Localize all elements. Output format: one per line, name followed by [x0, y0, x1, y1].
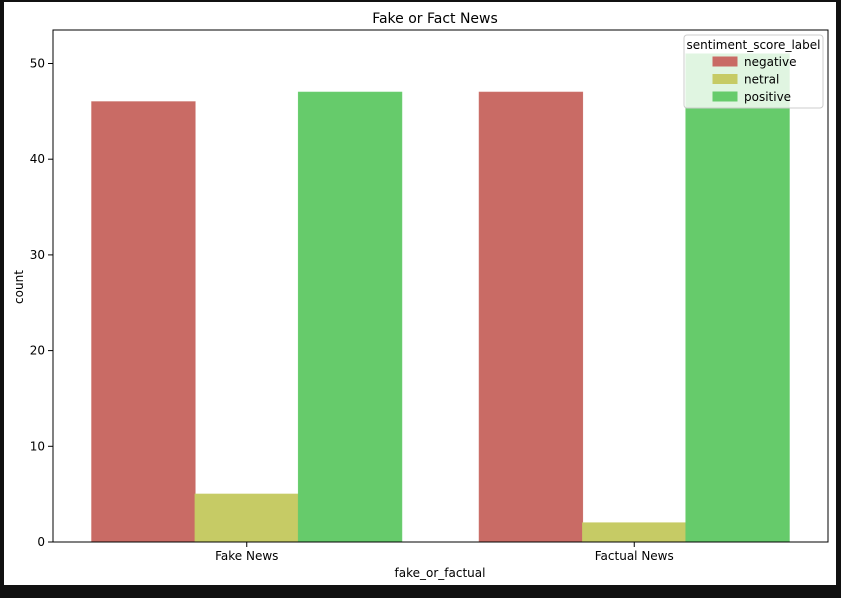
legend-box [683, 34, 824, 109]
x-tick-label: Fake News [215, 549, 278, 563]
y-tick-label: 20 [30, 344, 45, 358]
plot-border [52, 29, 829, 543]
legend-swatch-positive [712, 91, 738, 102]
y-tick-label: 0 [37, 535, 45, 549]
chart-title: Fake or Fact News [372, 11, 498, 27]
y-tick-label: 40 [30, 152, 45, 166]
legend: sentiment_score_label negative netral posi… [683, 34, 824, 109]
legend-label-positive: positive [744, 90, 791, 104]
x-axis: Fake News Factual News [215, 542, 674, 563]
bar-negative-1 [91, 101, 196, 543]
y-tick-label: 10 [30, 439, 45, 453]
bar-netral-2 [582, 522, 687, 543]
y-tick-label: 50 [30, 56, 45, 70]
bar-netral-1 [194, 493, 299, 543]
y-axis: 0 10 20 30 40 50 [30, 56, 53, 549]
legend-swatch-netral [712, 74, 738, 84]
bars-layer [91, 53, 790, 543]
x-tick-label: Factual News [595, 549, 674, 563]
legend-label-netral: netral [744, 73, 779, 87]
x-axis-label: fake_or_factual [395, 566, 486, 580]
legend-label-negative: negative [744, 55, 796, 69]
legend-swatch-negative [712, 56, 738, 67]
chart-figure: Fake or Fact News 0 10 20 30 40 50 Fake News F… [4, 2, 836, 585]
bar-negative-2 [478, 91, 584, 543]
bar-positive-1 [297, 91, 403, 543]
bar-positive-2 [685, 53, 790, 543]
y-tick-label: 30 [30, 248, 45, 262]
y-axis-label: count [12, 270, 26, 304]
legend-title: sentiment_score_label [687, 38, 821, 52]
